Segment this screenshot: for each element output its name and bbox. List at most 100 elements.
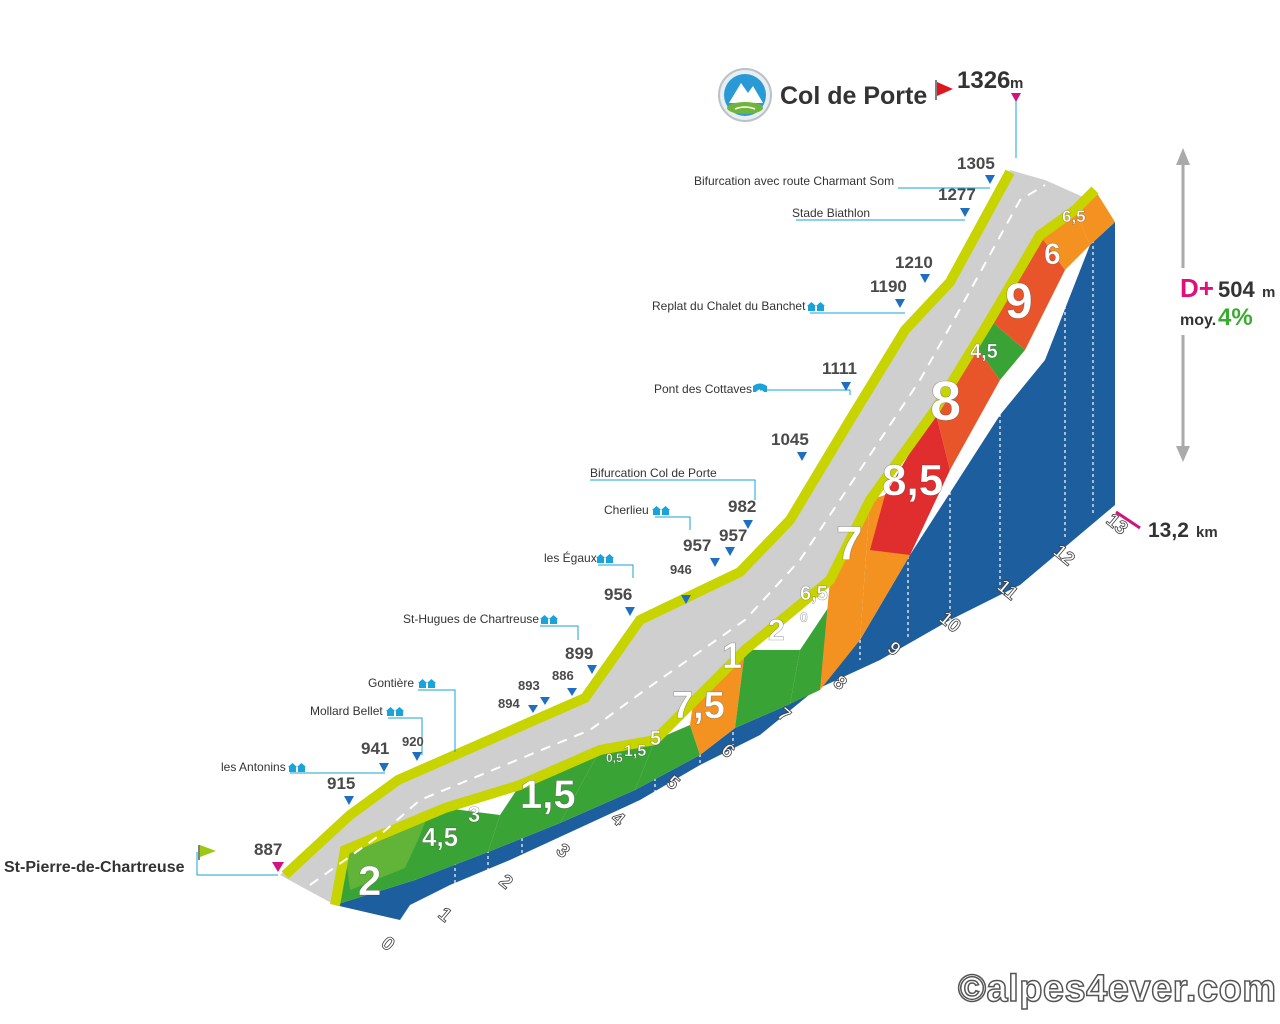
seg-label-8: 1: [722, 635, 742, 676]
gradient-segment: [935, 330, 1000, 470]
landmark-gontiere: Gontière: [368, 676, 414, 690]
gradient-segment: [1040, 210, 1090, 270]
gradient-labels: 2 4,5 3 1,5 0,5 1,5 5 7,5 1 2 0 6,5 7 8,…: [358, 207, 1086, 905]
dplus-unit: m: [1262, 284, 1275, 301]
start-altitude: 887: [254, 840, 282, 859]
km-tick-2: 2: [495, 871, 517, 894]
alt-1045: 1045: [771, 430, 809, 449]
alt-982: 982: [728, 497, 756, 516]
alt-marker-icon: [567, 688, 577, 696]
km-tick-1: 1: [434, 904, 456, 927]
alt-946: 946: [670, 562, 692, 577]
alt-marker-icon: [528, 705, 538, 713]
seg-label-5: 1,5: [624, 743, 646, 760]
dplus-value: 504: [1218, 277, 1255, 302]
seg-label-12: 7: [836, 518, 863, 571]
summit-header: Col de Porte 1326 m: [718, 67, 1023, 122]
gradient-segment: [990, 235, 1065, 350]
alt-956: 956: [604, 585, 632, 604]
start-name: St-Pierre-de-Chartreuse: [4, 859, 185, 876]
summit-altitude-unit: m: [1010, 75, 1023, 92]
alt-marker-icon: [985, 175, 995, 184]
alt-894: 894: [498, 696, 520, 711]
km-tick-3: 3: [552, 840, 574, 863]
summit-name: Col de Porte: [780, 82, 927, 110]
distance-end: 13,2 km: [1115, 510, 1218, 542]
village-icon: [418, 679, 436, 688]
alt-957b: 957: [719, 526, 747, 545]
alt-marker-icon: [540, 697, 550, 705]
alt-marker-icon: [841, 382, 851, 391]
gradient-segment: [345, 810, 430, 890]
landmark-leaders: [290, 100, 1017, 774]
mountain-pass-icon: [718, 68, 772, 122]
summit-altitude: 1326: [957, 67, 1010, 94]
gradient-segment: [820, 500, 870, 690]
seg-label-1: 4,5: [422, 822, 458, 852]
arrow-down-icon: [1176, 446, 1190, 462]
landmark-stade-biathlon: Stade Biathlon: [792, 206, 870, 220]
village-icon: [288, 763, 306, 772]
start-marker-icon: [272, 862, 284, 872]
start-flag-icon: [200, 845, 216, 857]
seg-label-17: 6: [1044, 238, 1061, 271]
gradient-segment: [560, 740, 655, 823]
road-edge-left: [281, 169, 1015, 879]
village-icon: [540, 615, 558, 624]
alt-941: 941: [361, 739, 389, 758]
start-leader: [196, 852, 278, 876]
distance-end-marker: [1115, 510, 1141, 530]
landmark-mollard-bellet: Mollard Bellet: [310, 704, 383, 718]
seg-label-6: 5: [650, 728, 661, 750]
gradient-band: [335, 190, 1115, 905]
summit-marker-icon: [1011, 93, 1021, 102]
alt-915: 915: [327, 774, 355, 793]
alt-marker-icon: [710, 558, 720, 567]
village-icon: [596, 554, 614, 563]
alt-1305: 1305: [957, 154, 995, 173]
total-distance-unit: km: [1196, 524, 1218, 541]
landmark-pont-cottaves: Pont des Cottaves: [654, 382, 752, 396]
seg-label-18: 6,5: [1062, 207, 1086, 226]
road-edge-right: [330, 186, 1099, 906]
km-tick-0: 0: [377, 933, 399, 956]
seg-label-4: 0,5: [606, 751, 623, 765]
seg-label-3: 1,5: [520, 773, 576, 817]
gradient-segment: [735, 650, 800, 728]
landmark-names: les Antonins Mollard Bellet Gontière St-…: [221, 174, 894, 774]
alt-886: 886: [552, 668, 574, 683]
landmark-cherlieu: Cherlieu: [604, 503, 649, 517]
landmark-replat-banchet: Replat du Chalet du Banchet: [652, 299, 806, 313]
gradient-segment: [635, 725, 700, 790]
arrow-up-icon: [1176, 148, 1190, 165]
altitude-labels: 915 941 920 894 893 886 899 956 946 957 …: [327, 154, 995, 805]
village-icon: [807, 302, 825, 311]
alt-marker-icon: [960, 208, 970, 217]
seg-label-2: 3: [468, 802, 480, 827]
total-distance: 13,2: [1148, 519, 1189, 542]
alt-957a: 957: [683, 536, 711, 555]
alt-899: 899: [565, 644, 593, 663]
alt-marker-icon: [895, 299, 905, 308]
seg-label-13: 8,5: [882, 456, 943, 505]
alt-marker-icon: [379, 763, 389, 772]
landmark-les-antonins: les Antonins: [221, 760, 286, 774]
alt-893: 893: [518, 678, 540, 693]
alt-marker-icon: [681, 595, 691, 604]
seg-label-14: 8: [930, 369, 961, 432]
seg-label-15: 4,5: [970, 341, 998, 363]
landmark-st-hugues: St-Hugues de Chartreuse: [403, 612, 539, 626]
alt-marker-icon: [797, 452, 807, 461]
avg-value: 4%: [1218, 304, 1253, 331]
alt-marker-icon: [412, 752, 422, 761]
landmark-bifurcation-col: Bifurcation Col de Porte: [590, 466, 717, 480]
village-icon: [652, 506, 670, 515]
alt-marker-icon: [344, 796, 354, 805]
alt-marker-icon: [625, 607, 635, 616]
road-surface: [280, 170, 1090, 905]
landmark-les-egaux: les Égaux: [544, 550, 597, 565]
avg-label: moy.: [1180, 312, 1216, 329]
alt-marker-icon: [920, 274, 930, 283]
alt-1111: 1111: [822, 359, 857, 378]
